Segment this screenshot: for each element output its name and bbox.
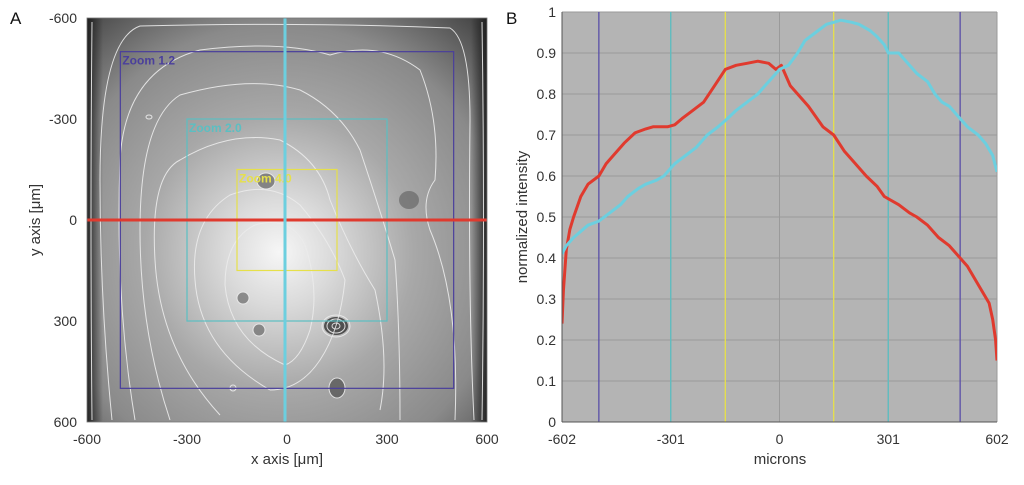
y-tick-label: 0.1 — [537, 373, 557, 389]
profile-lines — [87, 18, 487, 422]
x-tick-label: -300 — [173, 431, 201, 447]
x-tick-label: 300 — [375, 431, 399, 447]
zoom-box-label: Zoom 2.0 — [189, 121, 242, 135]
y-tick-label: -300 — [49, 111, 77, 127]
dark-spot — [399, 191, 419, 209]
x-axis-label: microns — [754, 451, 807, 468]
y-tick-label: 0 — [69, 212, 77, 228]
y-tick-label: 1 — [548, 4, 556, 20]
y-tick-label: 0.5 — [537, 209, 557, 225]
image-frame — [86, 17, 488, 423]
profile-series — [562, 18, 997, 361]
panel-b-line-plot: -602 -301 0 301 602 0 0.1 0.2 0.3 0.4 0.5 0.6 0.7 0.8… — [514, 4, 1009, 468]
y-tick-label: 0.7 — [537, 127, 557, 143]
x-tick-label: 602 — [985, 431, 1009, 447]
x-tick-label: 0 — [283, 431, 291, 447]
panel-b-ticks: -602 -301 0 301 602 0 0.1 0.2 0.3 0.4 0.5 0.6 0.7 0.8… — [537, 4, 1009, 447]
contour-line — [326, 318, 346, 334]
x-tick-label: -602 — [548, 431, 576, 447]
dark-spot — [257, 173, 275, 189]
contour-line — [236, 291, 250, 305]
y-tick-label: 0.6 — [537, 168, 557, 184]
contour-line — [256, 172, 276, 190]
y-tick-label: -600 — [49, 10, 77, 26]
panel-b-label: B — [506, 9, 517, 28]
dark-spot — [253, 324, 265, 336]
y-tick-label: 600 — [54, 414, 78, 430]
y-axis-label: normalized intensity — [514, 150, 531, 283]
contour-line — [321, 314, 351, 338]
x-axis-label: x axis [μm] — [251, 451, 323, 468]
zoom-markers — [598, 12, 961, 422]
x-tick-label: 301 — [877, 431, 901, 447]
x-tick-label: -600 — [73, 431, 101, 447]
zoom-box-label: Zoom 1.2 — [122, 54, 175, 68]
y-tick-label: 0.2 — [537, 332, 557, 348]
x-tick-label: 600 — [475, 431, 499, 447]
y-tick-label: 0.9 — [537, 45, 557, 61]
contour-line — [118, 45, 457, 421]
vertical-profile-series — [562, 18, 997, 255]
dark-spot — [237, 292, 249, 304]
contour-line — [252, 323, 266, 337]
contour-line — [331, 322, 341, 330]
x-tick-label: -301 — [657, 431, 685, 447]
y-tick-label: 0.8 — [537, 86, 557, 102]
y-axis-label: y axis [μm] — [27, 184, 44, 256]
y-tick-label: 0.4 — [537, 250, 557, 266]
contour-line — [153, 137, 385, 416]
y-tick-label: 0.3 — [537, 291, 557, 307]
panel-a-label: A — [10, 9, 22, 28]
horizontal-profile-series — [562, 59, 997, 361]
y-tick-label: 0 — [548, 414, 556, 430]
contour-line — [99, 23, 475, 421]
contour-line — [224, 222, 315, 366]
panel-a-image-plot: Zoom 1.2 Zoom 2.0 Zoom 4.0 -600 -300 0 300 600… — [27, 10, 499, 468]
y-tick-label: 300 — [54, 313, 78, 329]
zoom-box-label: Zoom 4.0 — [239, 172, 292, 186]
x-tick-label: 0 — [776, 431, 784, 447]
contour-line — [139, 83, 401, 421]
contour-line — [193, 188, 346, 391]
contour-line — [145, 114, 153, 120]
